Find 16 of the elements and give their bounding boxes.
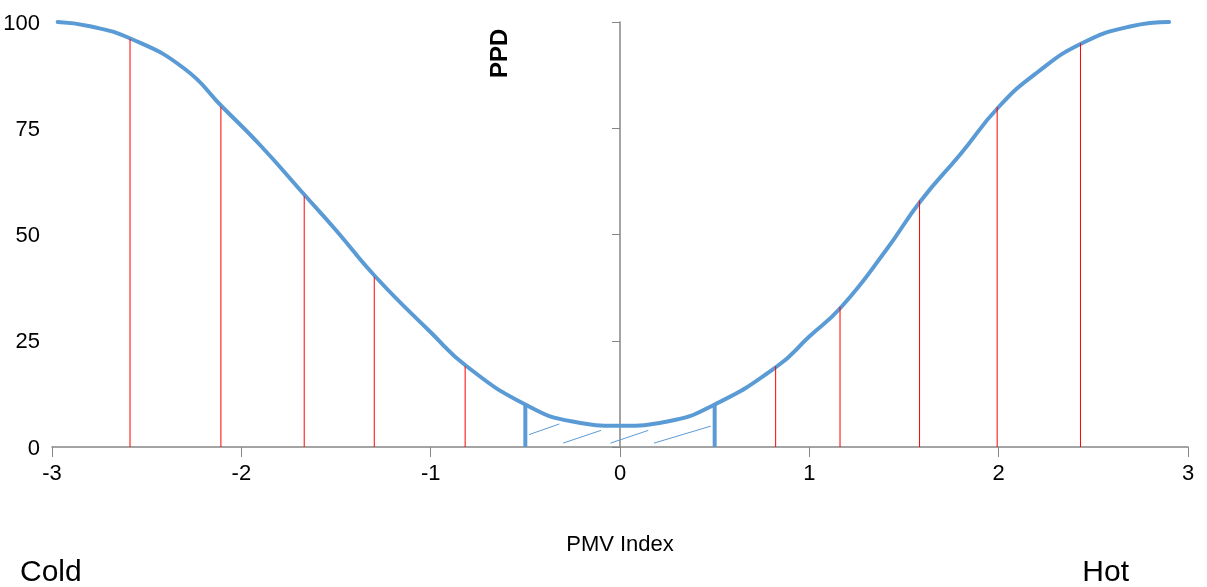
y-tick-label: 100 <box>3 9 40 35</box>
y-axis-title: PPD <box>484 28 512 78</box>
x-tick-label: 1 <box>803 459 816 485</box>
x-tick-label: -1 <box>420 459 441 485</box>
x-tick-label: -3 <box>42 459 62 485</box>
y-tick-label: 75 <box>15 115 40 141</box>
text: Cold <box>20 553 82 587</box>
y-tick-label: 0 <box>27 434 40 460</box>
y-tick-label: 25 <box>15 328 40 354</box>
x-axis-title: PMV Index <box>566 530 674 556</box>
x-tick-label: -2 <box>231 459 252 485</box>
x-tick-label: 0 <box>613 459 627 485</box>
x-tick-label: 2 <box>992 459 1005 485</box>
y-tick-label: 50 <box>15 222 40 247</box>
x-tick-label: 3 <box>1181 459 1195 485</box>
text: Hot <box>1082 553 1130 587</box>
